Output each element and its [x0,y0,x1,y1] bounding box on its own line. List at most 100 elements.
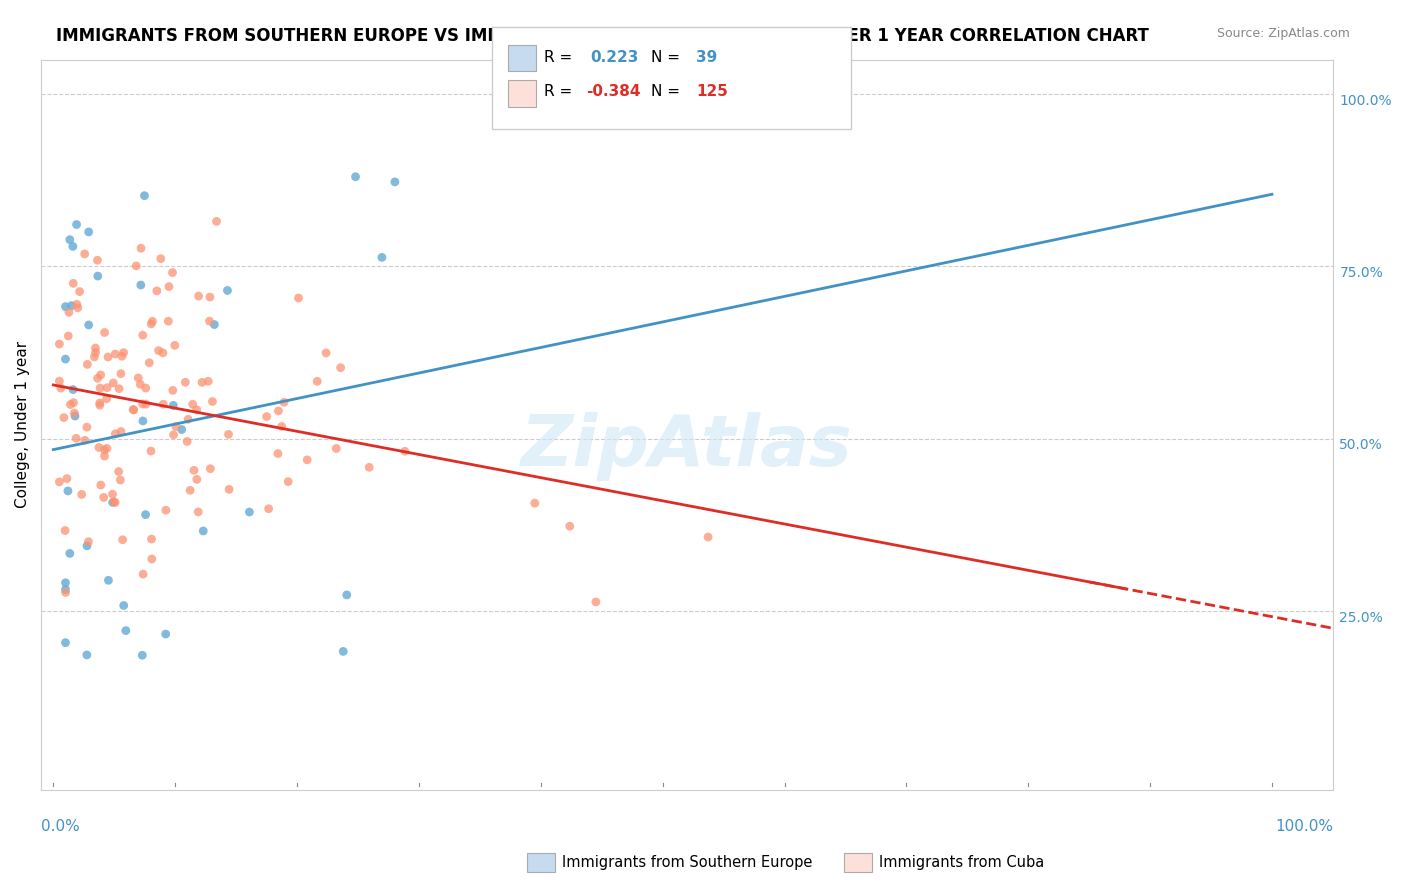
Point [70,487,93,501]
Point [177,412,200,426]
Point [96,381,118,395]
Text: 100.0%: 100.0% [1275,819,1333,834]
Point [135,397,157,411]
Point [132,328,155,343]
Point [273,395,295,409]
Point [135,508,157,522]
Point [198,290,221,304]
Text: IMMIGRANTS FROM SOUTHERN EUROPE VS IMMIGRANTS FROM CUBA COLLEGE, UNDER 1 YEAR CO: IMMIGRANTS FROM SOUTHERN EUROPE VS IMMIG… [56,27,1149,45]
Text: 0.0%: 0.0% [41,819,80,834]
Point [73,434,96,448]
Point [267,446,290,460]
Point [162,427,184,442]
Text: 39: 39 [696,51,717,65]
Point [104,426,127,441]
Point [52,410,75,425]
Point [63,406,86,420]
Point [66,297,89,311]
Point [585,595,607,609]
Text: Immigrants from Cuba: Immigrants from Cuba [879,855,1045,870]
Point [165,419,187,434]
Text: 125: 125 [696,85,728,99]
Point [110,473,132,487]
Point [157,314,180,328]
Point [104,495,127,509]
Point [138,356,160,370]
Point [394,444,416,458]
Point [48,337,70,351]
Point [201,394,224,409]
Point [89,398,111,412]
Point [76,420,98,434]
Point [86,371,108,385]
Point [58,305,80,319]
Point [122,402,145,417]
Point [131,397,153,411]
Point [162,384,184,398]
Point [141,552,163,566]
Point [103,376,125,390]
Point [77,534,100,549]
Point [77,225,100,239]
Point [139,444,162,458]
Point [90,368,112,382]
Point [129,377,152,392]
Point [697,530,720,544]
Point [217,284,239,298]
Point [157,279,180,293]
Point [125,259,148,273]
Point [187,289,209,303]
Point [59,398,82,412]
Point [384,175,406,189]
Point [84,345,107,359]
Point [187,505,209,519]
Point [87,441,110,455]
Text: R =: R = [544,85,578,99]
Point [84,341,107,355]
Point [90,478,112,492]
Point [60,299,83,313]
Point [56,472,79,486]
Point [141,317,163,331]
Point [110,367,132,381]
Point [132,414,155,428]
Text: 75.0%: 75.0% [1340,266,1384,280]
Text: N =: N = [651,85,685,99]
Point [69,285,91,299]
Point [344,169,367,184]
Point [270,419,292,434]
Point [132,567,155,582]
Point [135,381,157,395]
Point [162,266,184,280]
Point [131,648,153,663]
Point [141,314,163,328]
Point [181,397,204,411]
Point [146,284,169,298]
Point [112,345,135,359]
Point [89,381,111,395]
Point [93,442,115,457]
Point [62,239,84,253]
Point [329,360,352,375]
Point [141,532,163,546]
Point [191,376,214,390]
Point [149,252,172,266]
Point [55,300,77,314]
Point [48,475,70,489]
Point [73,247,96,261]
Point [256,409,278,424]
Point [155,627,177,641]
Point [155,503,177,517]
Point [66,301,89,315]
Point [257,501,280,516]
Text: Source: ZipAtlas.com: Source: ZipAtlas.com [1216,27,1350,40]
Point [55,585,77,599]
Point [152,397,174,411]
Point [170,423,193,437]
Point [336,588,359,602]
Point [86,253,108,268]
Point [62,277,84,291]
Point [267,404,290,418]
Point [202,318,225,332]
Point [93,449,115,463]
